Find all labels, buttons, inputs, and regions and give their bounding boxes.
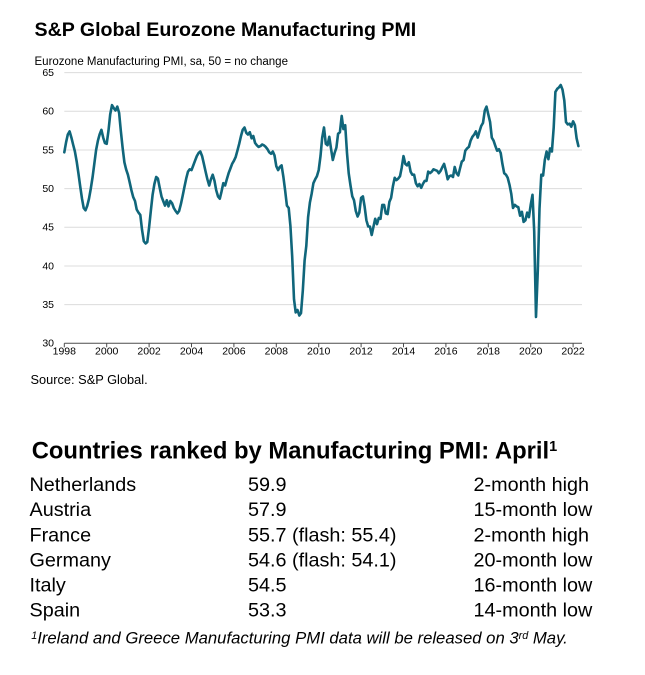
svg-text:35: 35 [42, 299, 54, 311]
svg-text:2010: 2010 [307, 345, 331, 357]
svg-text:Source: S&P Global.: Source: S&P Global. [31, 372, 148, 387]
svg-text:30: 30 [42, 338, 54, 350]
svg-text:Eurozone Manufacturing PMI, sa: Eurozone Manufacturing PMI, sa, 50 = no … [35, 56, 288, 68]
svg-text:2006: 2006 [222, 345, 246, 357]
svg-text:40: 40 [42, 260, 54, 272]
svg-text:2004: 2004 [180, 345, 204, 357]
svg-text:45: 45 [42, 222, 54, 234]
svg-text:50: 50 [42, 183, 54, 195]
svg-text:1998: 1998 [53, 345, 77, 357]
svg-text:2012: 2012 [349, 345, 373, 357]
svg-text:65: 65 [42, 67, 54, 79]
svg-text:55: 55 [42, 144, 54, 156]
svg-text:2000: 2000 [95, 345, 119, 357]
svg-text:2008: 2008 [265, 345, 289, 357]
svg-text:2014: 2014 [392, 345, 416, 357]
svg-text:2002: 2002 [137, 345, 161, 357]
svg-text:2020: 2020 [519, 345, 543, 357]
svg-text:2022: 2022 [561, 345, 585, 357]
svg-text:2016: 2016 [434, 345, 458, 357]
svg-text:60: 60 [42, 106, 54, 118]
svg-text:2018: 2018 [477, 345, 501, 357]
svg-text:Countries ranked by Manufactur: Countries ranked by Manufacturing PMI: A… [32, 437, 558, 464]
svg-text:S&P Global Eurozone Manufactur: S&P Global Eurozone Manufacturing PMI [35, 19, 417, 41]
svg-text:1Ireland and Greece Manufactur: 1Ireland and Greece Manufacturing PMI da… [31, 629, 568, 648]
